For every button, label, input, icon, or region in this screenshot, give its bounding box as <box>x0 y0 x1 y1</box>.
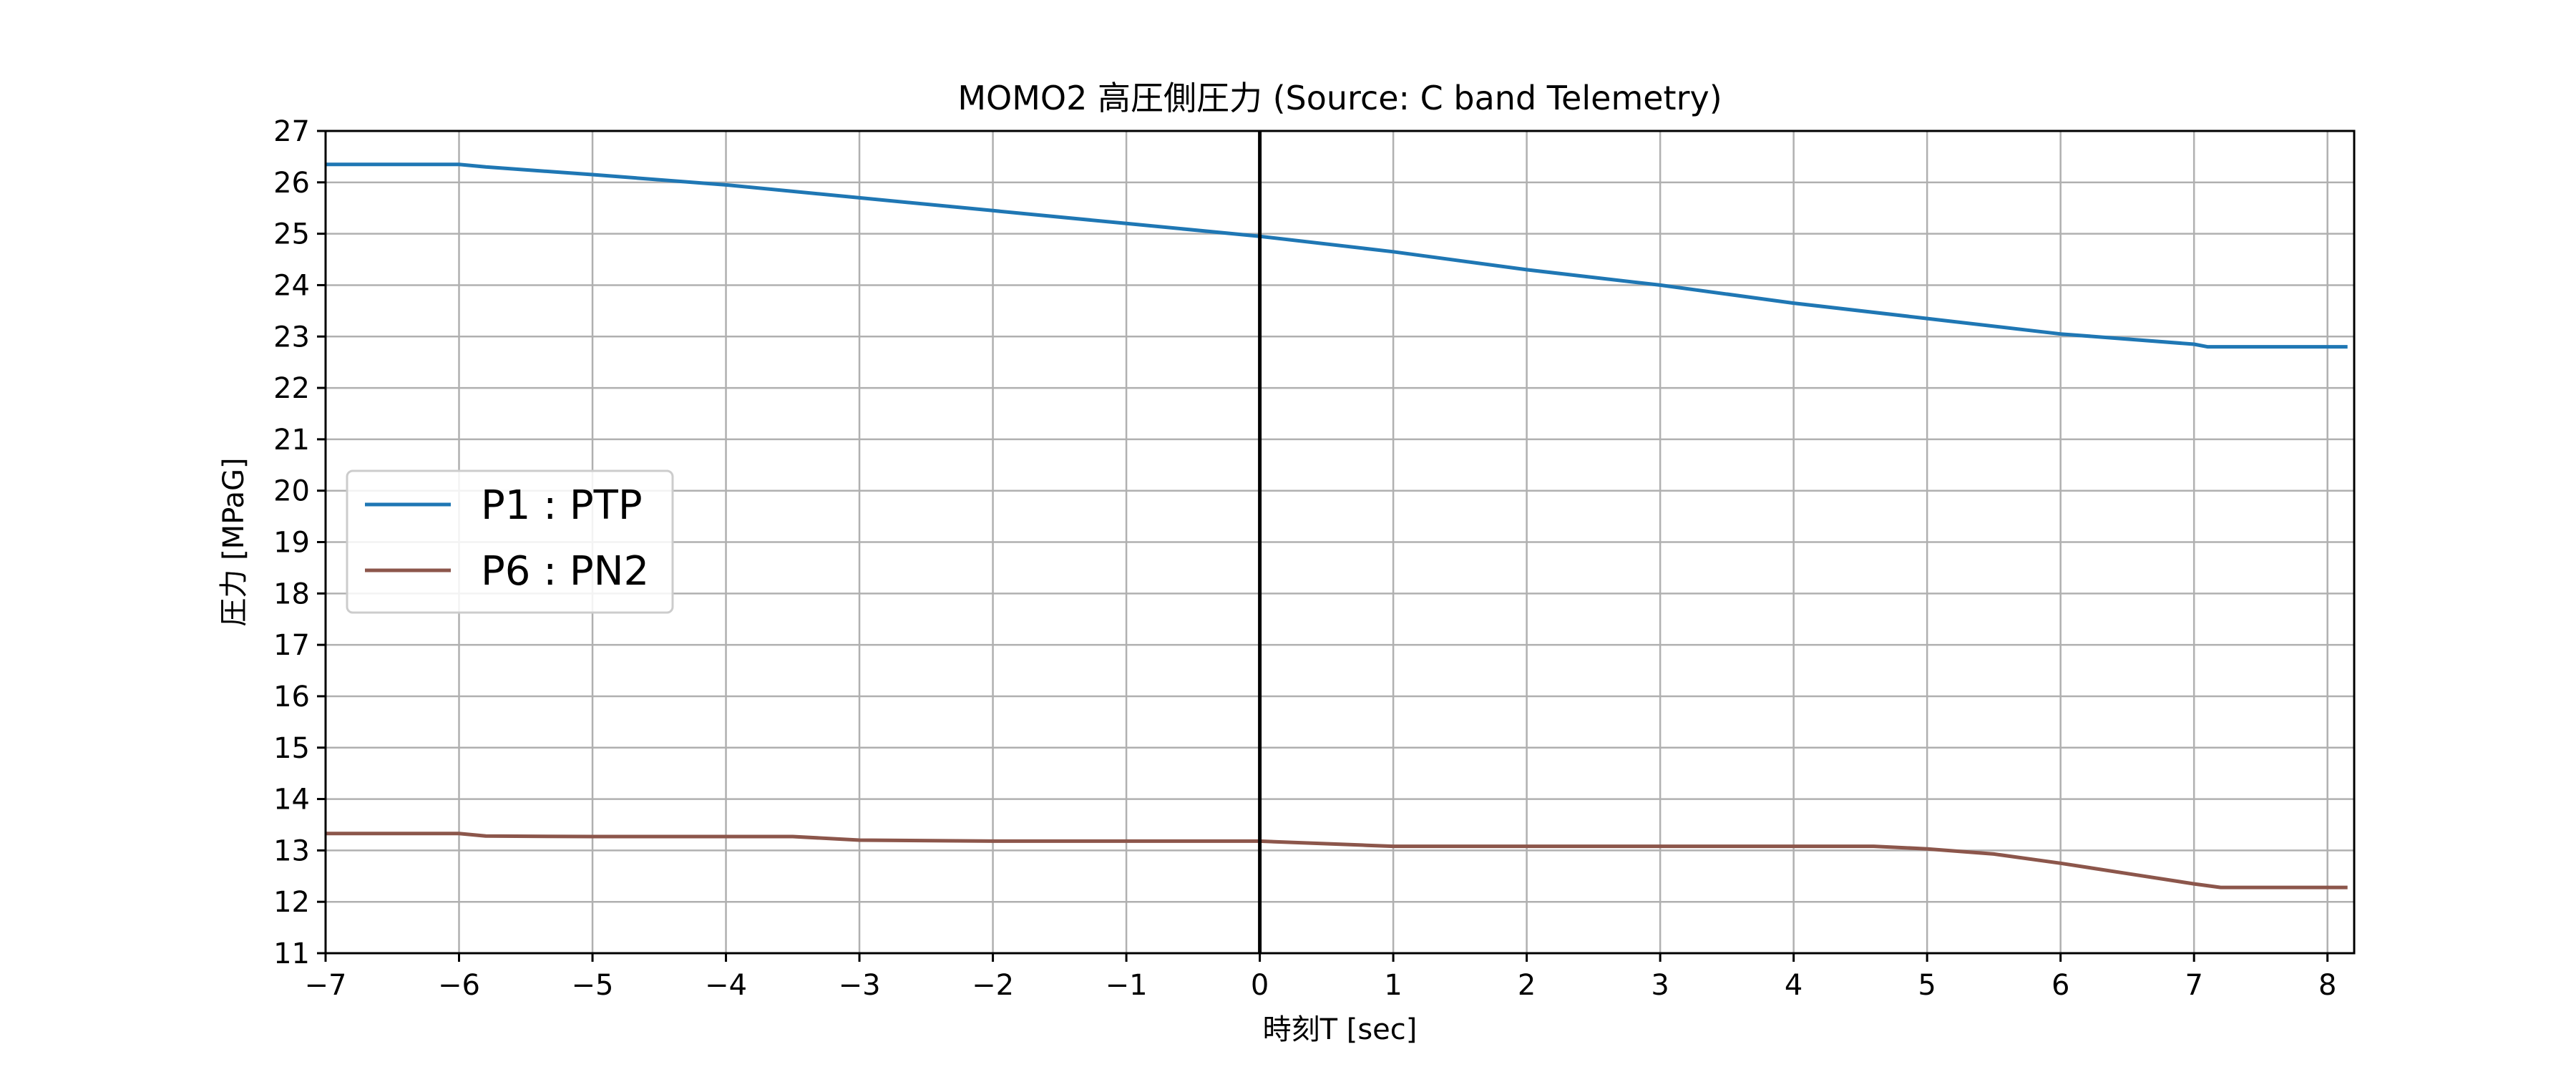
y-axis-label: 圧力 [MPaG] <box>218 457 250 626</box>
y-tick-label: 19 <box>273 527 310 560</box>
y-tick-label: 21 <box>273 424 310 457</box>
y-tick-label: 25 <box>273 218 310 251</box>
x-tick-label: 5 <box>1918 969 1936 1002</box>
y-tick-label: 24 <box>273 269 310 302</box>
y-tick-label: 16 <box>273 681 310 713</box>
legend-label-p6: P6 : PN2 <box>481 548 649 595</box>
x-tick-label: 2 <box>1518 969 1536 1002</box>
x-tick-label: 0 <box>1251 969 1269 1002</box>
x-tick-label: 4 <box>1785 969 1802 1002</box>
x-tick-label: −3 <box>839 969 881 1002</box>
chart-title: MOMO2 高圧側圧力 (Source: C band Telemetry) <box>957 79 1722 117</box>
x-tick-label: −1 <box>1106 969 1148 1002</box>
x-axis-ticks: −7 −6 −5 −4 −3 −2 −1 0 1 2 3 4 5 6 7 8 <box>305 953 2336 1002</box>
y-axis-ticks: 11 12 13 14 15 16 17 18 19 20 21 22 23 24 25 26 27 <box>273 115 326 970</box>
legend: P1 : PTP P6 : PN2 <box>346 469 674 614</box>
x-tick-label: −2 <box>972 969 1014 1002</box>
y-tick-label: 15 <box>273 732 310 765</box>
x-tick-label: −4 <box>705 969 747 1002</box>
y-tick-label: 26 <box>273 167 310 200</box>
x-tick-label: 1 <box>1384 969 1402 1002</box>
y-tick-label: 17 <box>273 629 310 662</box>
series-line-p1 <box>326 162 2348 349</box>
y-tick-label: 12 <box>273 886 310 919</box>
y-tick-label: 22 <box>273 372 310 405</box>
x-tick-label: 8 <box>2318 969 2336 1002</box>
x-tick-label: 7 <box>2185 969 2202 1002</box>
y-tick-label: 13 <box>273 834 310 867</box>
x-tick-label: −6 <box>438 969 480 1002</box>
x-axis-label: 時刻T [sec] <box>1263 1013 1418 1046</box>
x-tick-label: 6 <box>2051 969 2069 1002</box>
y-tick-label: 14 <box>273 784 310 817</box>
y-tick-label: 11 <box>273 937 310 970</box>
legend-label-p1: P1 : PTP <box>481 482 643 529</box>
y-tick-label: 23 <box>273 321 310 354</box>
x-tick-label: 3 <box>1651 969 1669 1002</box>
series-line-p6 <box>326 832 2348 890</box>
series-lines <box>326 162 2348 890</box>
y-tick-label: 18 <box>273 578 310 610</box>
x-tick-label: −7 <box>305 969 347 1002</box>
y-tick-label: 20 <box>273 475 310 508</box>
x-tick-label: −5 <box>572 969 614 1002</box>
grid <box>324 130 2354 955</box>
y-tick-label: 27 <box>273 115 310 148</box>
